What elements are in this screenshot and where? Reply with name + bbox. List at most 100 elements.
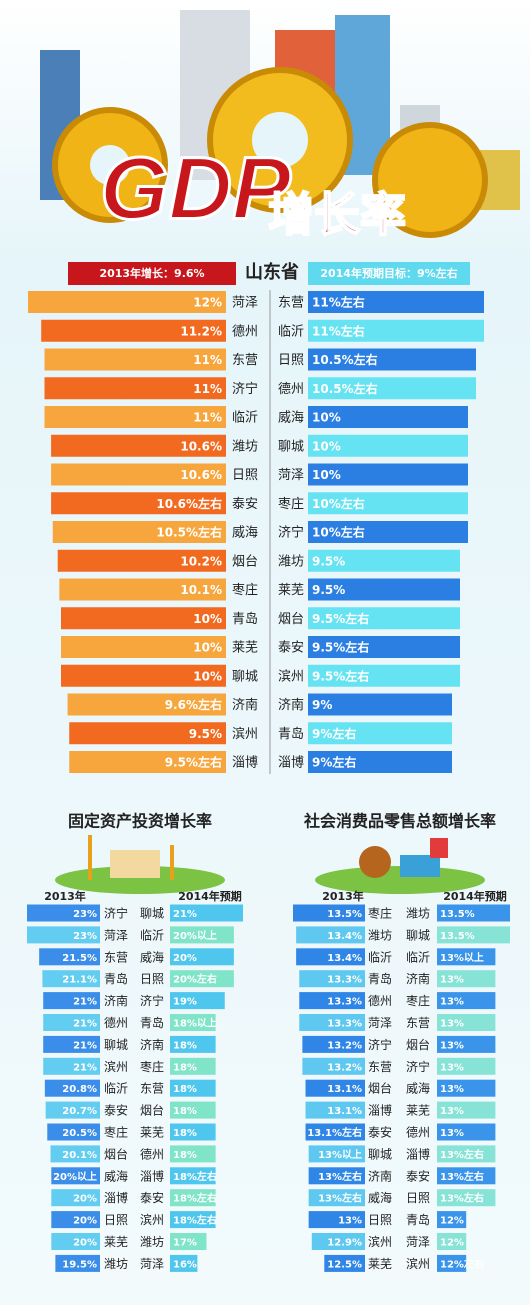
bar	[299, 992, 365, 1010]
subtitle: 增长率	[268, 188, 406, 242]
category-label: 济宁	[368, 1037, 392, 1052]
bar	[305, 1101, 365, 1119]
bar	[45, 1101, 100, 1119]
category-label: 临沂	[140, 928, 164, 942]
category-label: 德州	[406, 1125, 430, 1140]
category-label: 威海	[232, 526, 258, 541]
category-label: 枣庄	[368, 906, 392, 921]
value-label: 13%	[440, 1062, 464, 1073]
category-label: 德州	[232, 324, 258, 339]
value-label: 10.1%	[180, 583, 222, 597]
bar	[308, 664, 460, 687]
category-label: 德州	[140, 1146, 164, 1161]
left-series-name: 2013年	[322, 889, 364, 903]
bottom-art	[55, 835, 485, 894]
bar	[67, 693, 226, 716]
category-label: 日照	[104, 1213, 128, 1227]
value-label: 13.3%	[327, 975, 362, 986]
bar	[305, 1123, 365, 1141]
category-label: 德州	[368, 993, 392, 1008]
value-label: 13.5%	[327, 909, 362, 920]
bar	[170, 1167, 216, 1185]
category-label: 聊城	[368, 1147, 392, 1161]
bar	[437, 926, 510, 944]
category-label: 潍坊	[368, 927, 392, 942]
category-label: 威海	[368, 1190, 392, 1205]
bar	[437, 1233, 467, 1250]
value-label: 19%	[173, 997, 197, 1008]
value-label: 13.2%	[327, 1040, 362, 1051]
right-series-name: 2014年预期	[443, 889, 507, 903]
category-label: 菏泽	[232, 296, 258, 311]
category-label: 泰安	[278, 641, 304, 656]
value-label: 18%	[173, 1150, 197, 1161]
bar	[308, 607, 460, 630]
chart-title: 社会消费品零售总额增长率	[303, 812, 496, 831]
value-label: 20%	[73, 1194, 97, 1205]
category-label: 济南	[104, 993, 128, 1008]
value-label: 13%	[440, 1084, 464, 1095]
bar	[308, 291, 484, 313]
category-label: 潍坊	[104, 1256, 128, 1271]
category-label: 济宁	[140, 993, 164, 1008]
bar	[28, 291, 226, 313]
bar	[44, 348, 226, 371]
value-label: 13%	[440, 1106, 464, 1117]
category-label: 聊城	[232, 669, 258, 684]
value-label: 13%以上	[440, 951, 484, 964]
value-label: 9.5%	[189, 727, 222, 741]
value-label: 18%	[173, 1106, 197, 1117]
category-label: 泰安	[406, 1168, 430, 1183]
bar	[43, 1014, 100, 1031]
value-label: 20.5%	[62, 1128, 97, 1139]
bar	[44, 1079, 100, 1097]
bar	[296, 926, 365, 944]
category-label: 烟台	[406, 1037, 430, 1052]
bar	[308, 521, 468, 543]
value-label: 10.6%	[180, 468, 222, 482]
value-label: 18%以上	[173, 1017, 217, 1030]
category-label: 潍坊	[278, 554, 304, 569]
category-label: 青岛	[406, 1212, 430, 1227]
category-label: 莱芜	[232, 641, 258, 656]
bar	[51, 1211, 100, 1229]
value-label: 20.8%	[62, 1084, 97, 1095]
bar	[302, 1035, 365, 1053]
bar	[69, 751, 226, 773]
value-label: 20%左右	[173, 973, 217, 986]
value-label: 18%左右	[173, 1192, 217, 1205]
category-label: 临沂	[368, 950, 392, 964]
value-label: 19.5%	[62, 1259, 97, 1270]
bar	[42, 970, 100, 988]
category-label: 临沂	[232, 411, 258, 426]
left-series-name: 2013年	[44, 889, 86, 903]
value-label: 20%	[173, 953, 197, 964]
title: GDP	[100, 138, 291, 237]
value-label: 9.5%左右	[165, 755, 222, 770]
bar	[51, 463, 226, 486]
bar	[51, 434, 226, 457]
bar	[61, 636, 226, 658]
category-label: 莱芜	[368, 1257, 392, 1271]
category-label: 莱芜	[140, 1126, 164, 1140]
bar	[43, 1057, 100, 1075]
value-label: 13.3%	[327, 1019, 362, 1030]
value-label: 13.2%	[327, 1062, 362, 1073]
value-label: 20.1%	[62, 1150, 97, 1161]
bar	[51, 1233, 100, 1250]
bar	[170, 1057, 216, 1075]
value-label: 21%	[73, 997, 97, 1008]
value-label: 13%	[440, 997, 464, 1008]
value-label: 10.5%左右	[312, 352, 378, 367]
bar	[39, 948, 100, 966]
category-label: 日照	[232, 468, 258, 483]
value-label: 20%以上	[53, 1170, 97, 1183]
bar	[437, 1211, 467, 1229]
value-label: 13.5%	[440, 909, 475, 920]
value-label: 10.5%左右	[312, 381, 378, 396]
value-label: 13.5%	[440, 931, 475, 942]
bar	[437, 948, 496, 966]
right-legend-band	[308, 262, 470, 285]
category-label: 聊城	[140, 907, 164, 921]
